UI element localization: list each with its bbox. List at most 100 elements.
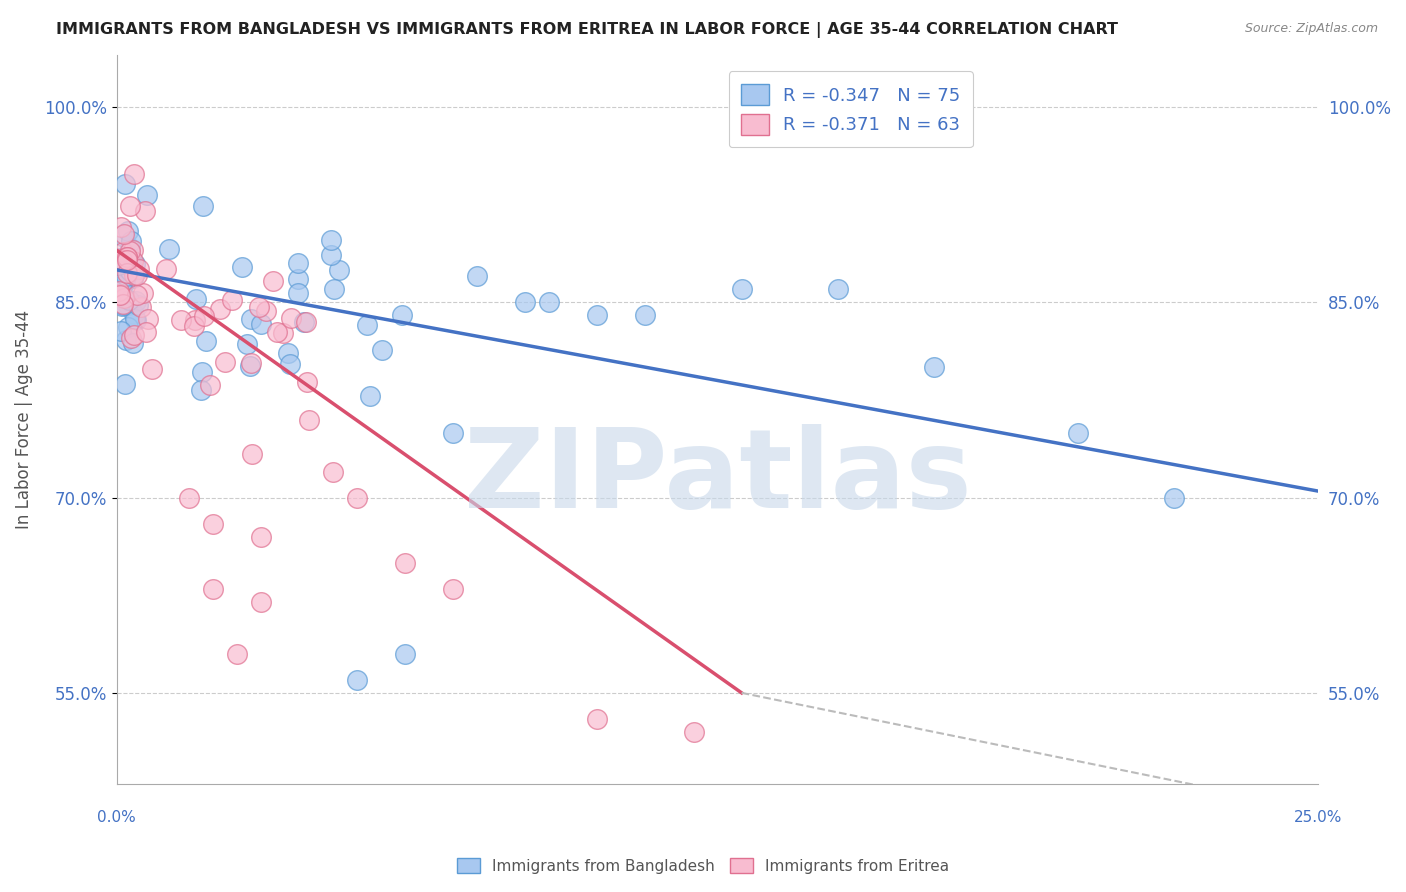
- Point: [118, 264, 141, 278]
- Point: [249, 317, 271, 331]
- Text: 0.0%: 0.0%: [97, 810, 136, 825]
- Point: [111, 245, 134, 260]
- Point: [107, 268, 129, 282]
- Point: [125, 293, 148, 308]
- Point: [115, 266, 138, 280]
- Point: [198, 378, 221, 392]
- Point: [827, 282, 849, 296]
- Point: [730, 282, 752, 296]
- Point: [280, 311, 302, 326]
- Legend: R = -0.347   N = 75, R = -0.371   N = 63: R = -0.347 N = 75, R = -0.371 N = 63: [728, 71, 973, 147]
- Point: [112, 296, 135, 310]
- Point: [120, 256, 142, 270]
- Point: [120, 199, 142, 213]
- Point: [226, 647, 249, 661]
- Point: [221, 293, 243, 307]
- Point: [122, 328, 145, 343]
- Point: [108, 264, 131, 278]
- Point: [922, 360, 945, 375]
- Text: Source: ZipAtlas.com: Source: ZipAtlas.com: [1244, 22, 1378, 36]
- Point: [441, 425, 464, 440]
- Point: [292, 315, 315, 329]
- Point: [118, 293, 141, 308]
- Point: [108, 287, 131, 301]
- Point: [247, 300, 270, 314]
- Point: [112, 227, 135, 242]
- Point: [121, 244, 143, 258]
- Point: [110, 219, 132, 234]
- Point: [117, 298, 139, 312]
- Point: [297, 375, 319, 389]
- Point: [110, 278, 132, 293]
- Point: [278, 358, 301, 372]
- Point: [117, 252, 139, 267]
- Point: [209, 302, 232, 317]
- Point: [108, 285, 131, 299]
- Point: [124, 257, 146, 271]
- Point: [117, 223, 139, 237]
- Point: [118, 244, 141, 258]
- Point: [201, 516, 224, 531]
- Point: [115, 250, 138, 264]
- Point: [183, 319, 205, 334]
- Point: [122, 271, 145, 285]
- Point: [236, 337, 259, 351]
- Point: [122, 167, 145, 181]
- Point: [117, 320, 139, 334]
- Point: [177, 491, 200, 505]
- Point: [191, 199, 214, 213]
- Point: [120, 331, 142, 345]
- Point: [346, 491, 368, 505]
- Point: [190, 365, 212, 379]
- Point: [122, 307, 145, 321]
- Point: [134, 204, 156, 219]
- Point: [262, 273, 284, 287]
- Point: [115, 268, 138, 283]
- Point: [321, 248, 343, 262]
- Point: [359, 389, 381, 403]
- Point: [114, 260, 136, 274]
- Point: [394, 647, 416, 661]
- Point: [394, 556, 416, 570]
- Point: [110, 325, 132, 339]
- Point: [124, 312, 146, 326]
- Point: [138, 311, 160, 326]
- Point: [111, 252, 134, 267]
- Point: [141, 362, 163, 376]
- Point: [277, 346, 299, 360]
- Point: [465, 269, 488, 284]
- Point: [114, 275, 136, 289]
- Point: [120, 234, 142, 248]
- Text: 25.0%: 25.0%: [1294, 810, 1343, 825]
- Point: [108, 288, 131, 302]
- Point: [1067, 425, 1090, 440]
- Point: [127, 298, 149, 312]
- Point: [214, 354, 236, 368]
- Point: [124, 313, 146, 327]
- Point: [135, 325, 157, 339]
- Point: [157, 243, 180, 257]
- Point: [114, 376, 136, 391]
- Point: [271, 326, 294, 340]
- Point: [538, 295, 561, 310]
- Point: [111, 299, 134, 313]
- Point: [122, 335, 145, 350]
- Point: [110, 252, 132, 267]
- Point: [346, 673, 368, 687]
- Point: [120, 241, 142, 255]
- Point: [132, 285, 155, 300]
- Point: [322, 465, 344, 479]
- Point: [135, 188, 157, 202]
- Point: [111, 278, 134, 293]
- Point: [129, 301, 152, 315]
- Point: [115, 250, 138, 264]
- Point: [250, 595, 273, 609]
- Point: [328, 263, 350, 277]
- Point: [111, 228, 134, 243]
- Point: [371, 343, 394, 358]
- Point: [239, 359, 262, 373]
- Point: [294, 315, 316, 329]
- Point: [112, 291, 135, 305]
- Point: [122, 254, 145, 268]
- Point: [107, 255, 129, 269]
